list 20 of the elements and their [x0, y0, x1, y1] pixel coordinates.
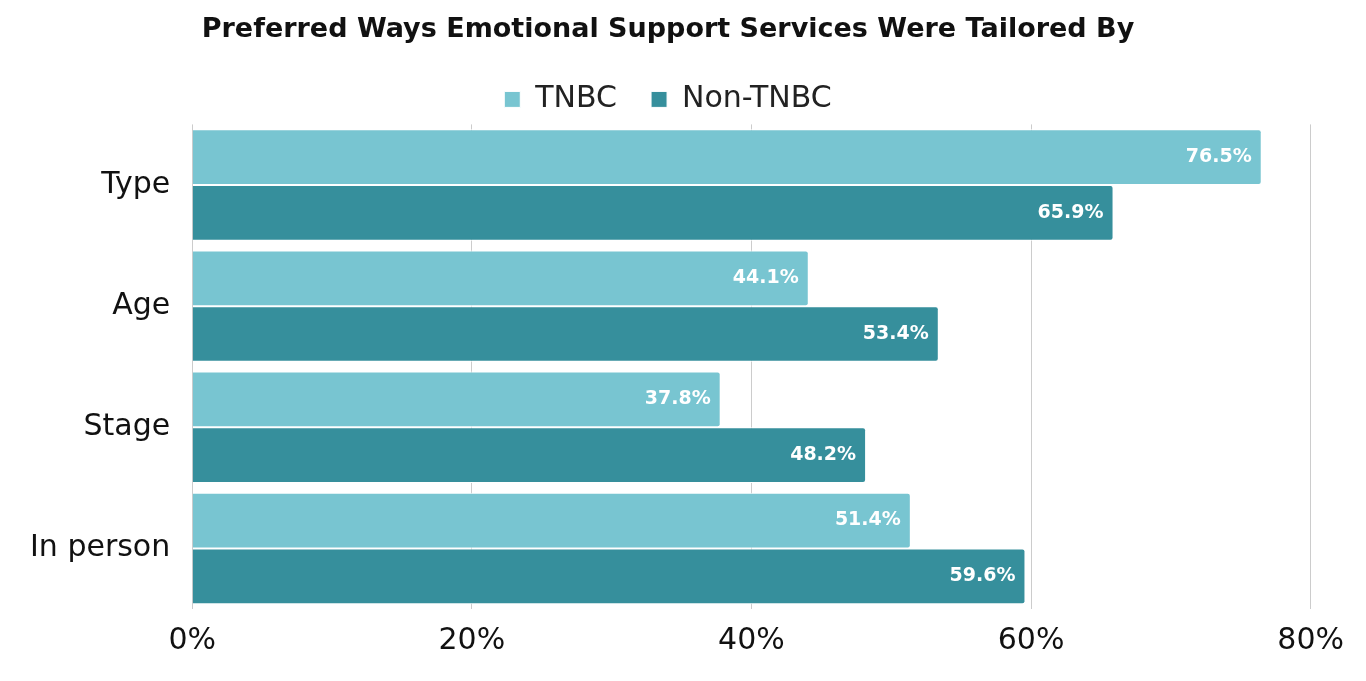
legend-label: Non-TNBC [682, 79, 832, 115]
data-label: 59.6% [949, 563, 1016, 586]
x-tick-label: 0% [168, 620, 217, 656]
data-label: 53.4% [862, 320, 929, 343]
x-tick-label: 80% [1277, 620, 1344, 656]
data-label: 44.1% [732, 265, 799, 288]
data-label: 76.5% [1185, 144, 1252, 167]
data-label: 37.8% [644, 386, 711, 409]
chart-title: Preferred Ways Emotional Support Services Were Tailored By [201, 12, 1135, 44]
y-tick-label: In person [30, 528, 171, 564]
x-tick-label: 40% [718, 620, 785, 656]
y-tick-label: Stage [83, 407, 171, 443]
data-label: 65.9% [1037, 199, 1104, 222]
y-tick-label: Age [112, 285, 171, 321]
y-tick-label: Type [100, 164, 171, 200]
x-tick-label: 20% [438, 620, 506, 656]
legend-label: TNBC [534, 79, 618, 115]
x-tick-label: 60% [997, 620, 1065, 656]
data-label: 48.2% [790, 442, 857, 465]
data-label: 51.4% [834, 507, 901, 530]
